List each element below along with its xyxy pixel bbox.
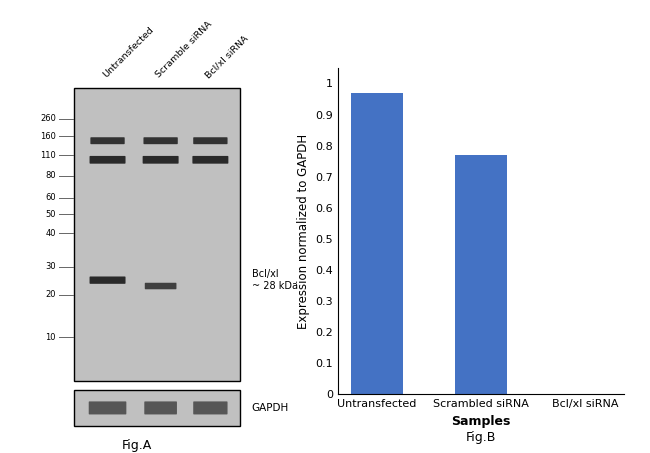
Bar bbox=[74, 390, 240, 426]
Bar bbox=[74, 88, 240, 381]
Bar bbox=[455, 155, 507, 394]
Text: 60: 60 bbox=[45, 193, 56, 202]
Text: 30: 30 bbox=[45, 262, 56, 271]
FancyBboxPatch shape bbox=[193, 137, 227, 144]
FancyBboxPatch shape bbox=[88, 401, 126, 414]
Text: 40: 40 bbox=[46, 229, 56, 238]
Text: 160: 160 bbox=[40, 132, 56, 141]
FancyBboxPatch shape bbox=[144, 401, 177, 414]
Text: Fig.B: Fig.B bbox=[466, 431, 496, 444]
FancyBboxPatch shape bbox=[144, 137, 178, 144]
Text: Bcl/xl: Bcl/xl bbox=[252, 269, 278, 279]
FancyBboxPatch shape bbox=[142, 156, 179, 164]
X-axis label: Samples: Samples bbox=[451, 414, 511, 428]
Text: 10: 10 bbox=[46, 333, 56, 342]
Text: Scramble siRNA: Scramble siRNA bbox=[154, 20, 214, 80]
FancyBboxPatch shape bbox=[193, 401, 227, 414]
Text: 50: 50 bbox=[46, 210, 56, 219]
Text: 80: 80 bbox=[45, 171, 56, 180]
Text: Bcl/xl siRNA: Bcl/xl siRNA bbox=[204, 34, 250, 80]
Text: ~ 28 kDa: ~ 28 kDa bbox=[252, 281, 298, 291]
Text: Fig.A: Fig.A bbox=[122, 439, 152, 452]
FancyBboxPatch shape bbox=[145, 283, 176, 289]
Text: GAPDH: GAPDH bbox=[252, 403, 289, 413]
Text: 20: 20 bbox=[46, 290, 56, 299]
Text: Untransfected: Untransfected bbox=[101, 25, 155, 80]
Bar bbox=[351, 93, 403, 394]
FancyBboxPatch shape bbox=[192, 156, 228, 164]
Text: 110: 110 bbox=[40, 151, 56, 160]
FancyBboxPatch shape bbox=[90, 156, 125, 164]
Text: 260: 260 bbox=[40, 114, 56, 123]
FancyBboxPatch shape bbox=[90, 276, 125, 284]
Y-axis label: Expression normalized to GAPDH: Expression normalized to GAPDH bbox=[297, 134, 310, 328]
FancyBboxPatch shape bbox=[90, 137, 125, 144]
